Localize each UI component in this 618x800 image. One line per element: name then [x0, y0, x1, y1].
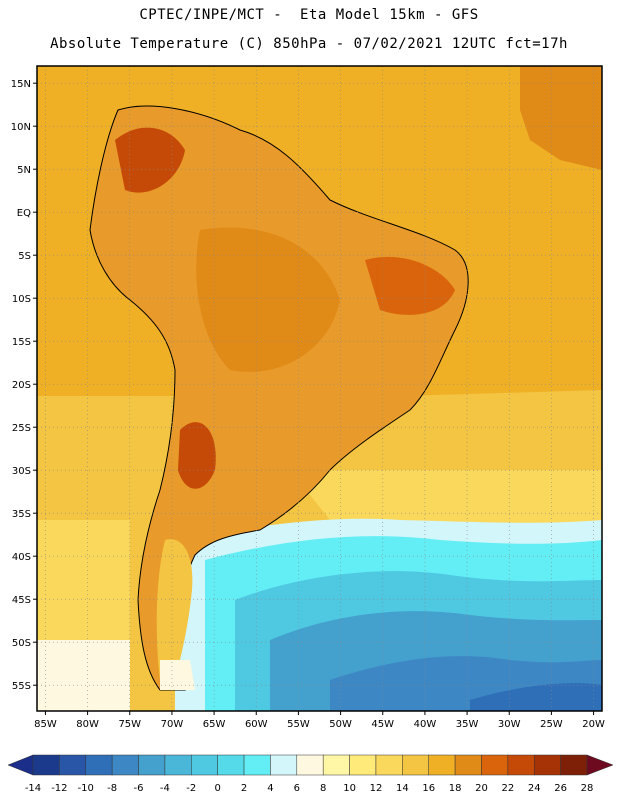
colorbar-swatch: [375, 754, 403, 776]
colorbar-swatch: [428, 754, 456, 776]
lat-label: 55S: [12, 681, 31, 692]
lon-label: 25W: [540, 719, 563, 730]
colorbar-swatch: [507, 754, 535, 776]
colorbar-swatch: [59, 754, 87, 776]
land-field-warm-interior: [196, 227, 340, 372]
colorbar-swatch: [243, 754, 271, 776]
lat-label: EQ: [17, 208, 31, 219]
colorbar-swatch: [454, 754, 482, 776]
lat-label: 35S: [12, 509, 31, 520]
lon-label: 60W: [245, 719, 268, 730]
colorbar-swatch: [85, 754, 113, 776]
lon-label: 80W: [76, 719, 99, 730]
land-field-cool-patagonia: [156, 539, 193, 680]
lon-label: 65W: [203, 719, 226, 730]
colorbar-swatch: [349, 754, 377, 776]
colorbar-label: -12: [51, 783, 67, 794]
lat-label: 10S: [12, 294, 31, 305]
lat-label: 5N: [17, 165, 31, 176]
colorbar-label: 20: [475, 783, 488, 794]
colorbar-swatch: [402, 754, 429, 776]
ocean-field-pacific-cold: [37, 640, 130, 711]
lat-label: 15S: [12, 337, 31, 348]
colorbar-label: 26: [554, 783, 567, 794]
colorbar-swatch: [322, 754, 350, 776]
colorbar-swatch: [164, 754, 192, 776]
lat-label: 5S: [18, 251, 31, 262]
lon-label: 55W: [287, 719, 310, 730]
colorbar-label: 0: [214, 783, 220, 794]
lon-label: 75W: [118, 719, 141, 730]
colorbar-label: 12: [370, 783, 383, 794]
land-field-hot-northeast: [365, 256, 455, 315]
lat-label: 25S: [12, 423, 31, 434]
colorbar-label: 10: [343, 783, 356, 794]
colorbar-label: 2: [241, 783, 247, 794]
colorbar-label: -6: [134, 783, 144, 794]
colorbar-label: 22: [501, 783, 514, 794]
colorbar-label: 8: [320, 783, 326, 794]
lon-label: 70W: [161, 719, 184, 730]
colorbar-swatch: [296, 754, 324, 776]
colorbar-label: -14: [25, 783, 41, 794]
lat-label: 20S: [12, 380, 31, 391]
lat-label: 30S: [12, 466, 31, 477]
lon-label: 45W: [371, 719, 394, 730]
colorbar-swatch: [138, 754, 166, 776]
title-line-1: CPTEC/INPE/MCT - Eta Model 15km - GFS: [139, 7, 479, 23]
colorbar-label: 24: [528, 783, 541, 794]
lat-label: 15N: [11, 79, 31, 90]
colorbar-swatch: [533, 754, 561, 776]
colorbar-label: -2: [186, 783, 196, 794]
title-line-2: Absolute Temperature (C) 850hPa - 07/02/…: [50, 36, 568, 52]
ocean-field-cold-6: [470, 683, 602, 711]
colorbar-swatch: [191, 754, 218, 776]
lat-label: 45S: [12, 595, 31, 606]
colorbar-swatch: [560, 754, 588, 776]
lon-label: 40W: [414, 719, 437, 730]
land-field-hot-chaco: [178, 422, 216, 489]
latitude-axis: 15N 10N 5N EQ 5S 10S 15S 20S 25S 30S 35S 40S 45S 50S 5…: [11, 79, 37, 692]
lon-label: 30W: [498, 719, 521, 730]
colorbar-label: 4: [267, 783, 273, 794]
ocean-field-south-atlantic-mild: [290, 470, 602, 530]
lon-label: 35W: [456, 719, 479, 730]
colorbar-label: 16: [422, 783, 435, 794]
colorbar-swatch: [32, 754, 60, 776]
map-frame: [36, 65, 603, 712]
colorbar: -14 -12 -10 -8 -6 -4 -2 0 2 4 6 8 10 12 14 16 18 20 22 24 26…: [7, 754, 614, 794]
colorbar-swatch: [270, 754, 298, 776]
colorbar-swatch: [217, 754, 245, 776]
colorbar-low-arrow: [7, 754, 34, 776]
colorbar-label: -10: [78, 783, 94, 794]
lat-label: 40S: [12, 552, 31, 563]
land-field-hot-north: [115, 127, 185, 193]
lon-label: 20W: [582, 719, 605, 730]
lat-label: 50S: [12, 638, 31, 649]
longitude-axis: 85W 80W 75W 70W 65W 60W 55W 50W 45W 40W 35W 30W 25W 2…: [34, 711, 605, 730]
colorbar-label: 6: [294, 783, 300, 794]
colorbar-high-arrow: [586, 754, 614, 776]
colorbar-swatch: [481, 754, 509, 776]
lat-label: 10N: [11, 122, 31, 133]
colorbar-label: 14: [396, 783, 409, 794]
colorbar-label: -8: [107, 783, 117, 794]
south-america-landmass: [89, 105, 469, 691]
lon-label: 85W: [34, 719, 57, 730]
colorbar-swatch: [111, 754, 139, 776]
ocean-field-warm-northeast: [520, 66, 602, 170]
land-field-cold-tip: [160, 660, 195, 690]
colorbar-label: -4: [160, 783, 170, 794]
colorbar-label: 18: [449, 783, 462, 794]
colorbar-label: 28: [581, 783, 594, 794]
lon-label: 50W: [329, 719, 352, 730]
temperature-map: 15N 10N 5N EQ 5S 10S 15S 20S 25S 30S 35S 40S 45S 50S 5…: [11, 65, 605, 730]
